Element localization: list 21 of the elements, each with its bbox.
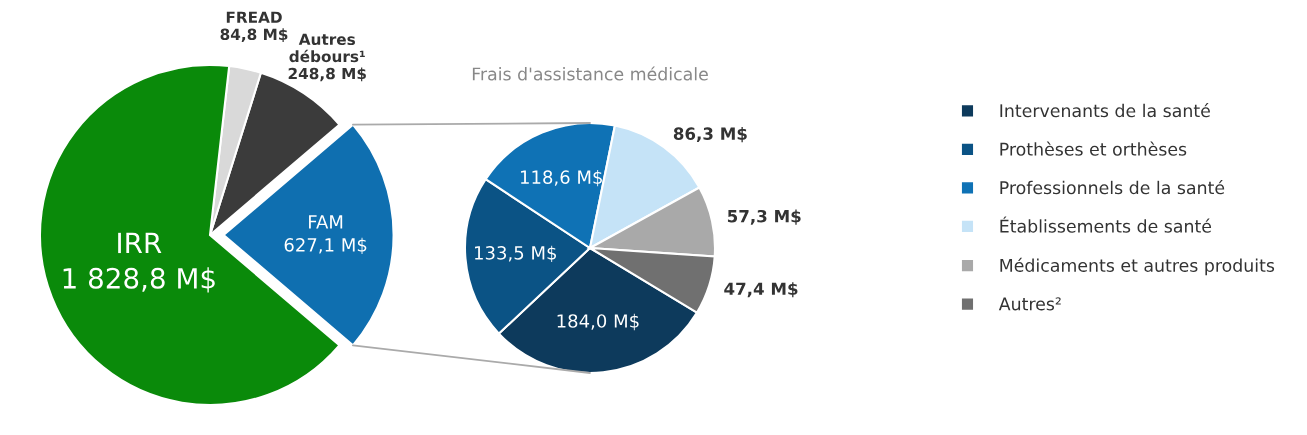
data-label: 627,1 M$ <box>284 237 367 255</box>
legend-label: Médicaments et autres produits <box>1000 257 1275 276</box>
data-label: 57,3 M$ <box>727 209 801 225</box>
legend-label: Autres² <box>998 297 1061 311</box>
data-label: 47,4 M$ <box>724 282 798 298</box>
data-label: 184,0 M$ <box>557 313 639 331</box>
data-label: 86,3 M$ <box>673 127 747 143</box>
legend-label: Professionnels de la santé <box>1000 180 1225 195</box>
slice-label: Autres débours¹ <box>289 33 365 63</box>
data-label: 84,8 M$ <box>220 28 288 43</box>
slice-label: FREAD <box>226 11 282 23</box>
legend-label: Prothèses et orthèses <box>1000 141 1187 156</box>
slice-label: FAM <box>309 215 343 229</box>
chart-title: Frais d'assistance médicale <box>472 66 708 81</box>
legend-label: Intervenants de la santé <box>1000 103 1210 118</box>
data-label: 248,8 M$ <box>288 67 366 82</box>
legend-label: Établissements de santé <box>1000 216 1212 233</box>
data-label: 133,5 M$ <box>475 245 557 263</box>
data-label: 118,6 M$ <box>520 169 602 187</box>
data-label: 1 828,8 M$ <box>63 267 215 293</box>
slice-label: IRR <box>118 232 162 254</box>
